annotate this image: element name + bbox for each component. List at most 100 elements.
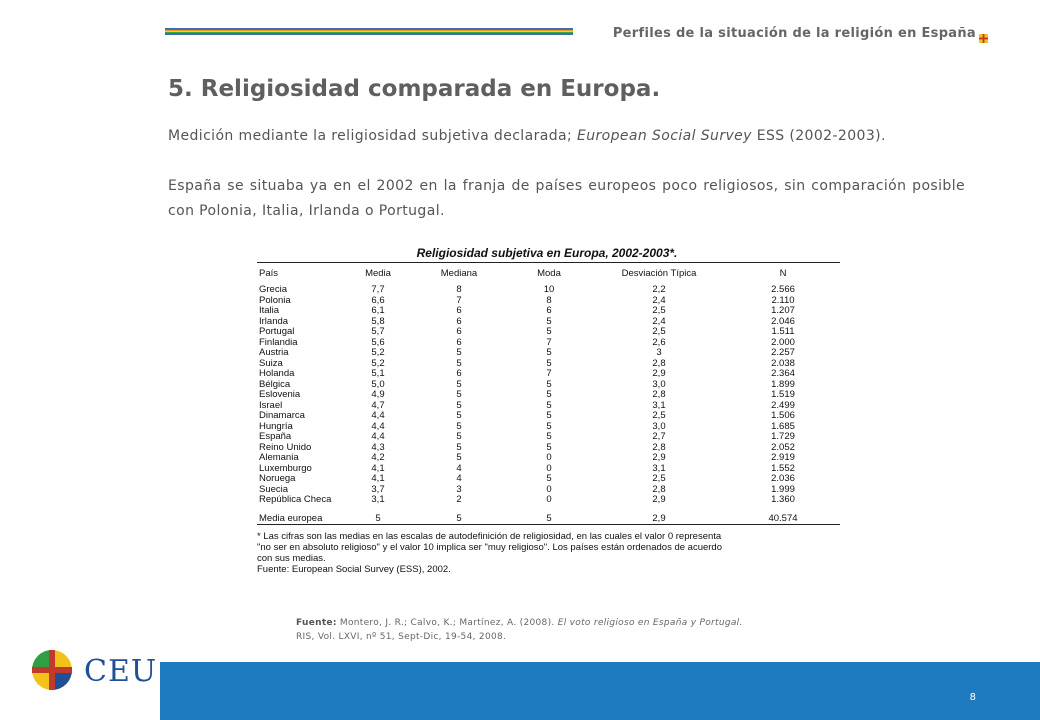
value-cell: 5,2 bbox=[371, 347, 385, 358]
value-cell: 2.046 bbox=[771, 315, 795, 327]
value-cell: 2,4 bbox=[652, 315, 666, 327]
value-cell: 7,7 bbox=[371, 284, 385, 295]
value-cell: 5 bbox=[546, 389, 552, 400]
ceu-logo-text: CEU bbox=[84, 654, 158, 689]
table-source: Fuente: European Social Survey (ESS), 20… bbox=[257, 564, 451, 575]
table-row: Suecia 3,7 3 0 2,8 1.999 bbox=[257, 483, 837, 496]
value-cell: 5 bbox=[375, 512, 381, 524]
value-cell: 5 bbox=[456, 452, 462, 463]
value-cell: 2,5 bbox=[652, 305, 666, 316]
value-cell: 1.511 bbox=[771, 326, 795, 337]
table-row: Bélgica 5,0 5 5 3,0 1.899 bbox=[257, 378, 837, 391]
value-cell: 4,4 bbox=[371, 431, 385, 442]
value-cell: 5 bbox=[456, 420, 462, 432]
country-cell: Irlanda bbox=[259, 315, 289, 327]
value-cell: 2.257 bbox=[771, 347, 795, 358]
source-citation: Fuente: Montero, J. R.; Calvo, K.; Martí… bbox=[296, 616, 836, 644]
religiosity-table: País Media Mediana Moda Desviación Típic… bbox=[257, 263, 837, 524]
value-cell: 10 bbox=[543, 284, 555, 295]
value-cell: 2.364 bbox=[771, 368, 795, 379]
value-cell: 6,6 bbox=[371, 294, 385, 306]
value-cell: 1.729 bbox=[771, 431, 795, 442]
value-cell: 6 bbox=[456, 336, 462, 348]
table-row: Luxemburgo 4,1 4 0 3,1 1.552 bbox=[257, 462, 837, 475]
citation-work: El voto religioso en España y Portugal. bbox=[557, 618, 743, 628]
value-cell: 3,0 bbox=[652, 420, 666, 432]
survey-name: European Social Survey bbox=[576, 128, 752, 144]
value-cell: 4,4 bbox=[371, 420, 385, 432]
table-row: Israel 4,7 5 5 3,1 2.499 bbox=[257, 399, 837, 412]
value-cell: 1.552 bbox=[771, 462, 795, 474]
value-cell: 2.000 bbox=[771, 336, 795, 348]
value-cell: 5 bbox=[546, 347, 552, 358]
country-cell: Portugal bbox=[259, 326, 295, 337]
value-cell: 5 bbox=[456, 431, 462, 442]
citation-line-1: Fuente: Montero, J. R.; Calvo, K.; Martí… bbox=[296, 616, 836, 630]
table-body: Grecia 7,7 8 10 2,2 2.566 Polonia 6,6 7 8 2,4 2.110… bbox=[257, 284, 837, 524]
value-cell: 5 bbox=[456, 357, 462, 369]
country-cell: Israel bbox=[259, 399, 283, 411]
value-cell: 2,8 bbox=[652, 483, 666, 495]
country-cell: España bbox=[259, 431, 292, 442]
value-cell: 4,3 bbox=[371, 441, 385, 453]
value-cell: 1.685 bbox=[771, 420, 795, 432]
value-cell: 5 bbox=[546, 441, 552, 453]
value-cell: 7 bbox=[456, 294, 462, 306]
table-row: Hungría 4,4 5 5 3,0 1.685 bbox=[257, 420, 837, 433]
value-cell: 2.052 bbox=[771, 441, 795, 453]
value-cell: 1.207 bbox=[771, 305, 795, 316]
value-cell: 4,9 bbox=[371, 389, 385, 400]
table-row: Italia 6,1 6 6 2,5 1.207 bbox=[257, 305, 837, 317]
value-cell: 5 bbox=[546, 410, 552, 421]
value-cell: 2.499 bbox=[771, 399, 795, 411]
value-cell: 2,9 bbox=[652, 452, 666, 463]
value-cell: 5 bbox=[546, 357, 552, 369]
value-cell: 4,1 bbox=[371, 462, 385, 474]
value-cell: 5 bbox=[546, 512, 552, 524]
table-row: Holanda 5,1 6 7 2,9 2.364 bbox=[257, 368, 837, 380]
table-row: Irlanda 5,8 6 5 2,4 2.046 bbox=[257, 315, 837, 328]
country-cell: Finlandia bbox=[259, 336, 298, 348]
table-row: Noruega 4,1 4 5 2,5 2.036 bbox=[257, 473, 837, 485]
value-cell: 6 bbox=[456, 315, 462, 327]
country-cell: Austria bbox=[259, 347, 289, 358]
value-cell: 6 bbox=[546, 305, 552, 316]
value-cell: 2.566 bbox=[771, 284, 795, 295]
country-cell: Suiza bbox=[259, 357, 283, 369]
country-cell: Reino Unido bbox=[259, 441, 312, 453]
value-cell: 7 bbox=[546, 336, 552, 348]
citation-label: Fuente: bbox=[296, 618, 337, 628]
value-cell: 2,8 bbox=[652, 389, 666, 400]
table-header-row: País Media Mediana Moda Desviación Típic… bbox=[257, 263, 837, 285]
spain-paragraph: España se situaba ya en el 2002 en la fr… bbox=[168, 178, 965, 219]
value-cell: 3,1 bbox=[652, 399, 666, 411]
table-bottom-rule bbox=[257, 524, 840, 525]
value-cell: 5,1 bbox=[371, 368, 385, 379]
country-cell: Alemania bbox=[259, 452, 299, 463]
value-cell: 5 bbox=[546, 420, 552, 432]
column-header: País bbox=[259, 268, 279, 279]
value-cell: 1.999 bbox=[771, 483, 795, 495]
country-cell: Media europea bbox=[259, 512, 323, 524]
value-cell: 2.036 bbox=[771, 473, 795, 484]
value-cell: 2,2 bbox=[652, 284, 666, 295]
value-cell: 5,0 bbox=[371, 378, 385, 390]
country-cell: Suecia bbox=[259, 483, 289, 495]
table-row: Dinamarca 4,4 5 5 2,5 1.506 bbox=[257, 410, 837, 422]
value-cell: 4 bbox=[456, 462, 462, 474]
value-cell: 2,9 bbox=[652, 494, 666, 505]
ceu-logo-icon bbox=[32, 650, 72, 690]
value-cell: 0 bbox=[546, 462, 552, 474]
value-cell: 4,4 bbox=[371, 410, 385, 421]
country-cell: Hungría bbox=[259, 420, 293, 432]
table-row: Reino Unido 4,3 5 5 2,8 2.052 bbox=[257, 441, 837, 454]
intro-paragraph: Medición mediante la religiosidad subjet… bbox=[168, 124, 965, 149]
value-cell: 2,5 bbox=[652, 410, 666, 421]
value-cell: 5 bbox=[456, 410, 462, 421]
value-cell: 2,7 bbox=[652, 431, 666, 442]
value-cell: 6 bbox=[456, 368, 462, 379]
value-cell: 6 bbox=[456, 326, 462, 337]
value-cell: 5,7 bbox=[371, 326, 385, 337]
value-cell: 3 bbox=[456, 483, 462, 495]
note-line: * Las cifras son las medias en las escal… bbox=[257, 531, 722, 542]
